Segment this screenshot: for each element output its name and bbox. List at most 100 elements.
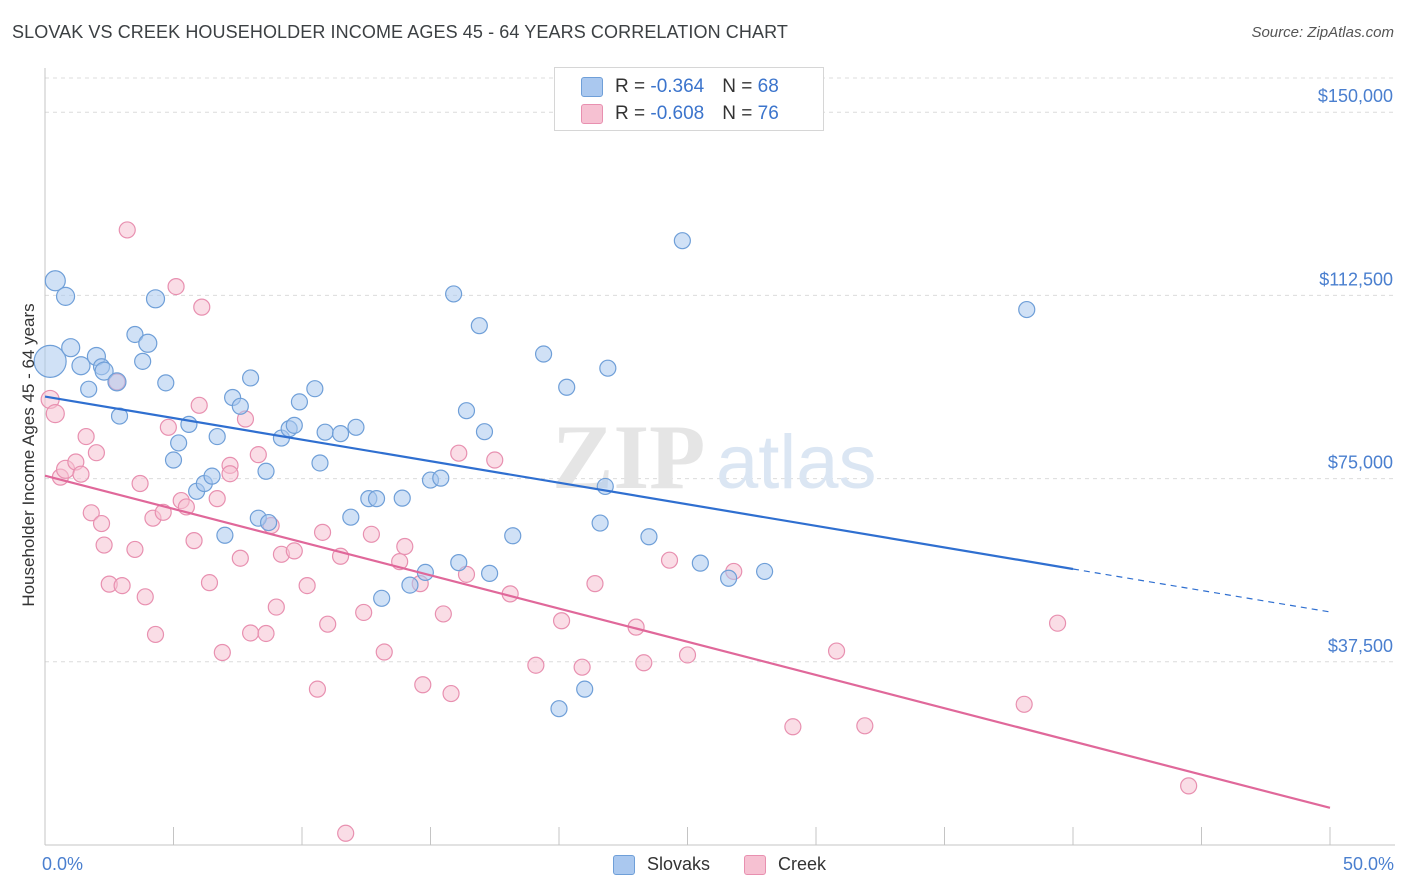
slovaks-point <box>80 380 98 398</box>
creek-point <box>126 540 144 559</box>
creek-point <box>337 824 355 842</box>
creek-point <box>159 418 177 436</box>
creek-point <box>77 427 95 446</box>
creek-point <box>375 643 393 661</box>
creek-point <box>319 615 337 633</box>
slovaks-point <box>285 416 303 434</box>
n-label: N = <box>722 76 758 97</box>
creek-point <box>200 574 219 592</box>
creek-point <box>308 680 327 698</box>
trend-lines <box>44 395 1331 809</box>
slovaks-point <box>203 467 221 485</box>
slovaks-point <box>134 352 152 370</box>
creek-point <box>285 542 303 560</box>
slovaks-point <box>164 451 183 469</box>
creek-point <box>362 525 380 543</box>
legend-item-creek[interactable]: Creek <box>744 854 826 875</box>
slovaks-point <box>231 397 249 415</box>
slovaks-point <box>367 490 386 508</box>
creek-point <box>221 465 239 483</box>
creek-point <box>45 404 65 424</box>
creek-point <box>298 576 316 595</box>
grid-lines <box>45 77 1395 663</box>
creek-point <box>414 676 432 694</box>
creek-point <box>249 446 267 464</box>
slovaks-point <box>591 514 609 532</box>
slovaks-point <box>558 378 576 396</box>
creek-point <box>450 444 468 462</box>
slovaks-point <box>257 462 275 480</box>
creek-point <box>573 658 591 676</box>
trend-line-extension <box>1072 568 1331 613</box>
creek-point <box>167 278 185 296</box>
creek-point <box>784 718 802 736</box>
creek-point <box>552 612 571 630</box>
legend-label-creek: Creek <box>778 854 827 874</box>
slovaks-point <box>170 434 188 452</box>
creek-point <box>267 598 285 616</box>
slovaks-point <box>599 359 617 377</box>
slovaks-point <box>470 317 488 335</box>
creek-swatch <box>744 854 766 875</box>
slovaks-point <box>1018 300 1036 319</box>
slovaks-swatch <box>613 854 635 875</box>
slovaks-point <box>331 425 350 443</box>
legend-item-slovaks[interactable]: Slovaks <box>613 854 710 875</box>
trend-line-creek <box>44 474 1331 809</box>
slovaks-point <box>71 356 91 376</box>
slovaks-point <box>290 393 309 411</box>
slovaks-swatch <box>581 77 603 97</box>
creek-point <box>1048 614 1067 632</box>
slovaks-point <box>157 374 175 392</box>
creek-point <box>827 642 846 660</box>
series-legend: Slovaks Creek <box>0 850 1406 880</box>
creek-point <box>442 684 460 703</box>
creek-point <box>434 605 452 623</box>
slovaks-point <box>145 289 166 309</box>
slovaks-point <box>534 345 553 363</box>
creek-point <box>208 490 226 508</box>
slovaks-point <box>401 576 419 594</box>
slovaks-point <box>691 554 709 572</box>
slovaks-point <box>481 564 499 582</box>
r-value: -0.364 <box>650 76 705 97</box>
x-tick-label: 0.0% <box>42 854 83 874</box>
creek-point <box>213 643 231 662</box>
source-label: Source: ZipAtlas.com <box>1251 24 1394 41</box>
creek-point <box>92 514 111 533</box>
slovaks-point <box>475 423 494 441</box>
slovaks-point <box>94 361 114 381</box>
slovaks-point <box>576 680 594 698</box>
creek-point <box>396 537 414 556</box>
slovaks-point <box>259 513 278 532</box>
axes <box>44 68 1395 846</box>
chart-title: SLOVAK VS CREEK HOUSEHOLDER INCOME AGES … <box>12 22 788 42</box>
y-axis-label: Householder Income Ages 45 - 64 years <box>19 303 38 606</box>
slovaks-point <box>138 333 158 353</box>
slovaks-point <box>306 380 324 398</box>
creek-point <box>313 523 332 541</box>
creek-point <box>486 451 504 469</box>
creek-point <box>72 465 90 483</box>
watermark-atlas: atlas <box>716 420 877 505</box>
slovaks-point <box>504 527 522 545</box>
legend-row-slovaks: R = -0.364 N = 68 <box>581 74 779 100</box>
slovaks-point <box>393 489 411 507</box>
y-tick-label: $112,500 <box>1319 269 1393 289</box>
creek-swatch <box>581 104 603 124</box>
slovaks-point <box>208 427 226 446</box>
slovaks-point <box>216 526 234 544</box>
watermark: ZIP atlas <box>552 406 877 508</box>
x-tick-labels: 0.0% 50.0% <box>42 854 1394 874</box>
slovaks-point <box>347 418 365 436</box>
creek-point <box>678 646 697 664</box>
creek-point <box>118 221 136 239</box>
creek-point <box>185 532 203 550</box>
creek-point <box>660 551 679 569</box>
r-label: R = <box>615 103 651 124</box>
slovaks-point <box>242 369 260 387</box>
n-value: 76 <box>757 103 779 124</box>
slovaks-point <box>126 325 144 344</box>
r-value: -0.608 <box>650 103 705 124</box>
creek-point <box>1180 777 1198 795</box>
